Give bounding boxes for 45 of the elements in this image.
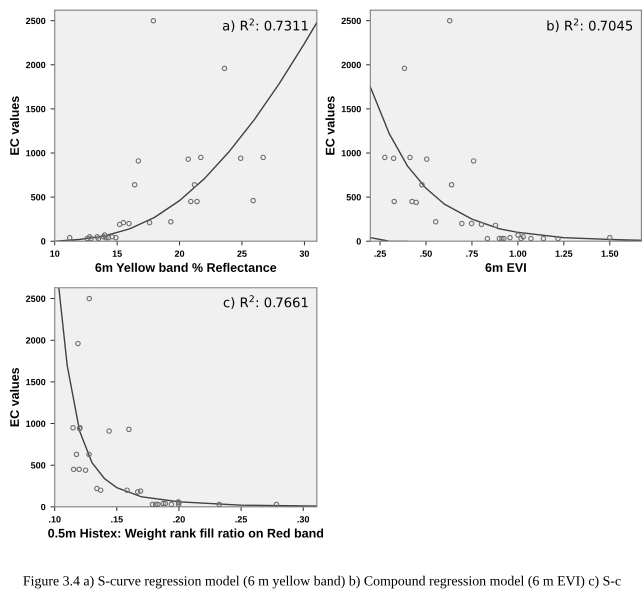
- x-tick-label: .50: [420, 250, 432, 257]
- y-tick-label: 500: [30, 194, 46, 200]
- y-tick-label: 2500: [342, 18, 361, 24]
- y-tick-label: 1500: [26, 106, 46, 112]
- x-tick-label: .20: [173, 516, 185, 523]
- x-axis-title: 6m EVI: [485, 263, 526, 272]
- y-tick-label: 1000: [342, 150, 361, 156]
- y-tick-label: 2500: [26, 296, 46, 302]
- y-tick-label: 500: [30, 462, 46, 469]
- x-axis-title: 0.5m Histex: Weight rank fill ratio on Red band: [48, 528, 324, 540]
- y-tick-label: 2000: [342, 62, 361, 68]
- caption: Figure 3.4 a) S-curve regression model (6 m yellow band) b) Compound regression model (6 m EVI) c) S-c: [23, 576, 621, 588]
- y-tick-label: 0: [41, 504, 46, 510]
- y-axis-title: EC values: [325, 96, 335, 155]
- annotation: c) R$^{2}$: 0.7661: [224, 295, 308, 309]
- y-tick-label: 1500: [342, 106, 361, 112]
- x-tick-label: .10: [49, 516, 61, 523]
- y-tick-label: 2500: [26, 18, 46, 24]
- x-tick-label: .25: [374, 250, 386, 257]
- annotation: a) R$^{2}$: 0.7311: [222, 18, 308, 32]
- y-tick-label: 1000: [26, 420, 46, 427]
- x-tick-label: .25: [235, 516, 248, 523]
- y-tick-label: 2000: [26, 62, 46, 68]
- x-tick-label: 1.25: [556, 250, 572, 257]
- y-tick-label: 500: [346, 194, 361, 200]
- y-tick-label: 0: [41, 238, 46, 245]
- y-axis-title: EC values: [10, 96, 19, 155]
- y-tick-label: 1500: [26, 378, 46, 386]
- line-series: [58, 288, 317, 507]
- x-tick-label: .15: [111, 516, 123, 523]
- y-tick-label: 1000: [26, 150, 46, 156]
- y-axis-title: EC values: [10, 368, 19, 426]
- y-tick-label: 2000: [26, 337, 46, 344]
- x-axis-title: 6m Yellow band % Reflectance: [95, 262, 276, 272]
- annotation: b) R$^{2}$: 0.7045: [547, 18, 632, 32]
- x-tick-label: 15: [112, 250, 122, 257]
- x-tick-label: 30: [300, 250, 310, 257]
- x-tick-label: .30: [298, 516, 310, 523]
- x-tick-label: 1.00: [510, 250, 526, 257]
- x-tick-label: .75: [466, 250, 478, 257]
- x-tick-label: 10: [50, 250, 60, 257]
- x-tick-label: 20: [174, 250, 184, 257]
- x-tick-label: 1.50: [602, 250, 618, 257]
- x-tick-label: 25: [237, 250, 247, 257]
- y-tick-label: 0: [356, 238, 361, 245]
